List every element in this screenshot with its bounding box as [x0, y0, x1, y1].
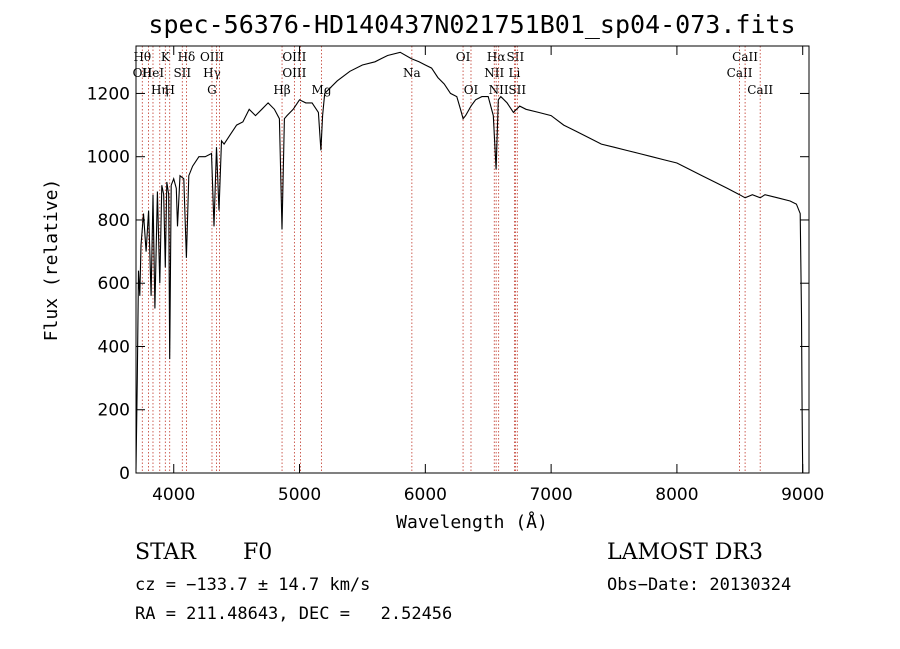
line-label: OI	[464, 83, 479, 97]
line-label: SII	[507, 50, 525, 64]
line-label: Na	[403, 66, 421, 80]
line-label: Li	[508, 66, 520, 80]
x-tick-label: 9000	[781, 485, 824, 505]
line-label: K	[161, 50, 171, 64]
line-label: HeI	[142, 66, 165, 80]
y-axis: 0 200 400 600 800 1000 1200	[87, 84, 809, 484]
line-label: OIII	[282, 50, 306, 64]
line-label: Hβ	[273, 83, 290, 97]
line-label: OIII	[282, 66, 306, 80]
redshift-velocity: cz = −133.7 ± 14.7 km/s	[135, 575, 371, 595]
line-label: H	[164, 83, 174, 97]
line-label: Hδ	[178, 50, 196, 64]
line-label: NII	[489, 83, 509, 97]
survey-name: LAMOST DR3	[607, 540, 763, 565]
line-label: CaII	[727, 66, 753, 80]
observation-date: Obs−Date: 20130324	[607, 575, 792, 595]
chart-title: spec-56376-HD140437N021751B01_sp04-073.f…	[148, 10, 795, 39]
line-label: Hα	[487, 50, 506, 64]
y-tick-label: 1200	[87, 84, 130, 104]
x-tick-label: 5000	[278, 485, 321, 505]
line-label: OI	[456, 50, 471, 64]
y-tick-label: 800	[98, 211, 130, 231]
x-axis-label: Wavelength (Å)	[396, 511, 548, 533]
y-tick-label: 600	[98, 274, 130, 294]
line-label: CaII	[747, 83, 773, 97]
line-label: NII	[484, 66, 504, 80]
x-axis: 4000 5000 6000 7000 8000 9000	[152, 46, 824, 505]
line-label: SII	[508, 83, 526, 97]
y-tick-label: 200	[98, 401, 130, 421]
plot-frame	[135, 45, 810, 474]
line-label: G	[207, 83, 217, 97]
object-subclass: F0	[243, 540, 273, 565]
y-tick-label: 1000	[87, 148, 130, 168]
line-label: OII	[133, 66, 153, 80]
spectrum-series-line	[135, 51, 804, 474]
line-label: Mg	[312, 83, 332, 97]
line-label: OIII	[200, 50, 224, 64]
line-label: Hθ	[133, 50, 151, 64]
x-tick-label: 6000	[404, 485, 447, 505]
line-label: CaII	[732, 50, 758, 64]
x-tick-label: 7000	[529, 485, 572, 505]
line-label: Hη	[151, 83, 169, 97]
y-tick-label: 0	[119, 464, 130, 484]
y-tick-label: 400	[98, 337, 130, 357]
line-label: Hγ	[203, 66, 221, 80]
x-tick-label: 4000	[152, 485, 195, 505]
y-axis-label: Flux (relative)	[41, 179, 62, 342]
x-tick-label: 8000	[655, 485, 698, 505]
line-label: SII	[173, 66, 191, 80]
object-class: STAR	[135, 540, 196, 565]
coordinates: RA = 211.48643, DEC = 2.52456	[135, 604, 453, 624]
